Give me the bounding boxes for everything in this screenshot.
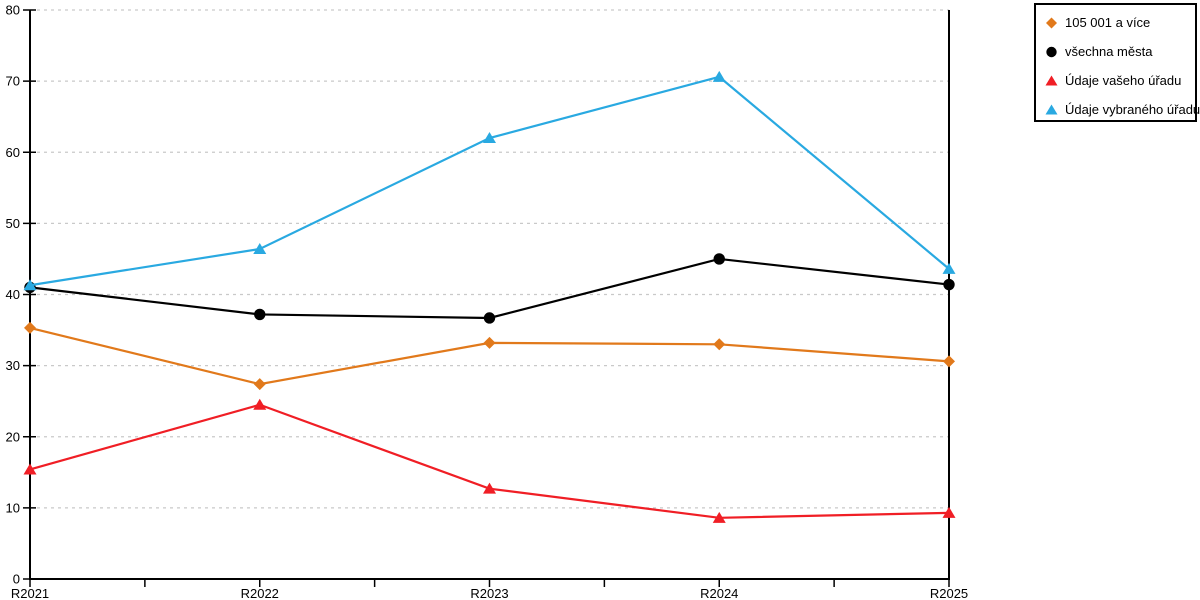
- y-axis-tick-label: 70: [6, 74, 20, 89]
- legend-label: všechna města: [1065, 44, 1153, 59]
- series-line: [29, 326, 950, 386]
- y-axis-tick-label: 40: [6, 287, 20, 302]
- legend-label: Údaje vašeho úřadu: [1065, 73, 1182, 88]
- data-point-diamond-marker: [483, 336, 496, 349]
- legend-label: 105 001 a více: [1065, 15, 1151, 30]
- x-axis-tick-label: R2021: [11, 586, 49, 600]
- y-axis-tick-label: 50: [6, 216, 20, 231]
- data-point-triangle-marker: [712, 70, 726, 82]
- data-point-diamond-marker: [713, 338, 726, 351]
- y-axis-tick-label: 20: [6, 429, 20, 444]
- legend-item: 105 001 a více: [1044, 8, 1195, 37]
- series-line: [29, 403, 950, 519]
- data-point-diamond-marker: [253, 378, 266, 391]
- y-axis-tick-label: 10: [6, 500, 20, 515]
- x-axis-tick-label: R2022: [241, 586, 279, 600]
- data-point-triangle-marker: [253, 242, 267, 254]
- data-point-diamond-marker: [943, 355, 955, 368]
- series-line: [29, 75, 950, 287]
- data-point-circle-marker: [1046, 46, 1057, 57]
- series-line: [29, 257, 950, 320]
- y-axis-tick-label: 0: [13, 572, 20, 587]
- legend-circle-icon: [1046, 46, 1057, 57]
- data-point-circle-marker: [483, 312, 496, 324]
- data-point-triangle-marker: [483, 482, 496, 494]
- legend-triangle-icon: [1045, 75, 1058, 85]
- data-point-triangle-marker: [23, 279, 37, 291]
- data-point-diamond-marker: [24, 321, 36, 334]
- legend: 105 001 a více všechna města Údaje vašeho …: [1034, 3, 1200, 124]
- legend-item: všechna města: [1044, 37, 1195, 66]
- y-axis-tick-label: 80: [6, 3, 20, 18]
- legend-triangle-icon: [1045, 104, 1058, 114]
- data-point-triangle-marker: [942, 506, 956, 518]
- y-axis-tick-label: 60: [6, 145, 20, 160]
- x-axis-tick-label: R2025: [930, 586, 968, 600]
- data-point-triangle-marker: [1045, 75, 1058, 85]
- data-point-circle-marker: [943, 278, 955, 291]
- legend-item: Údaje vybraného úřadu: [1044, 95, 1200, 124]
- data-point-diamond-marker: [1046, 17, 1057, 28]
- x-axis-tick-label: R2023: [470, 586, 508, 600]
- y-axis-tick-label: 30: [6, 358, 20, 373]
- data-point-triangle-marker: [483, 132, 496, 144]
- data-point-triangle-marker: [712, 511, 726, 523]
- data-point-circle-marker: [713, 253, 725, 265]
- data-point-triangle-marker: [253, 398, 267, 410]
- data-point-triangle-marker: [942, 262, 956, 274]
- data-point-circle-marker: [254, 308, 266, 321]
- data-point-triangle-marker: [23, 463, 37, 475]
- legend-label: Údaje vybraného úřadu: [1065, 102, 1200, 117]
- legend-item: Údaje vašeho úřadu: [1044, 66, 1195, 95]
- legend-diamond-icon: [1046, 17, 1057, 28]
- data-point-triangle-marker: [1045, 104, 1058, 114]
- x-axis-tick-label: R2024: [700, 586, 738, 600]
